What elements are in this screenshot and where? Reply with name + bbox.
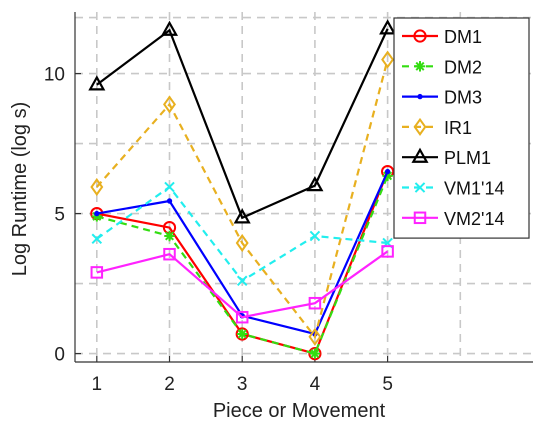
- legend-item-dm2: DM2: [402, 57, 482, 77]
- marker-square: [413, 211, 427, 225]
- marker-triangle: [233, 208, 251, 224]
- legend-item-dm3: DM3: [402, 88, 482, 108]
- marker-asterisk: [310, 349, 320, 359]
- marker-x: [309, 230, 321, 242]
- legend-label-vm2-14: VM2'14: [444, 209, 504, 229]
- legend-label-dm3: DM3: [444, 88, 482, 108]
- series-vm2-14: [90, 245, 394, 324]
- legend-item-ir1: IR1: [402, 117, 472, 138]
- series-line-plm1: [96, 28, 389, 220]
- series-line-ir1: [95, 59, 389, 340]
- x-tick-label: 2: [164, 374, 175, 395]
- legend-item-vm1-14: VM1'14: [402, 179, 504, 199]
- marker-diamond: [381, 50, 395, 69]
- y-axis-label: Log Runtime (log s): [9, 102, 31, 277]
- y-tick-label: 5: [54, 205, 65, 226]
- marker-dot: [166, 198, 173, 204]
- marker-triangle: [411, 147, 429, 163]
- legend-item-plm1: PLM1: [402, 147, 491, 168]
- marker-square: [90, 266, 104, 279]
- series-vm1-14: [91, 181, 393, 287]
- legend-item-dm1: DM1: [402, 27, 482, 47]
- legend-label-dm1: DM1: [444, 27, 482, 47]
- series-dm2: [91, 170, 393, 359]
- series-line-vm2-14: [96, 250, 389, 319]
- marker-x: [164, 181, 175, 193]
- series-ir1: [90, 50, 395, 346]
- marker-dot: [94, 210, 100, 217]
- marker-asterisk: [165, 231, 174, 241]
- x-axis-label: Piece or Movement: [213, 400, 386, 422]
- series-group: [88, 19, 397, 361]
- marker-x: [91, 233, 103, 245]
- legend-label-dm2: DM2: [444, 57, 482, 77]
- marker-triangle: [379, 19, 397, 35]
- marker-asterisk: [415, 61, 425, 71]
- x-tick-label: 3: [237, 374, 248, 395]
- marker-diamond: [413, 117, 427, 136]
- marker-diamond: [308, 327, 322, 346]
- marker-x: [414, 182, 426, 193]
- legend-label-vm1-14: VM1'14: [444, 179, 504, 199]
- marker-x: [236, 275, 248, 287]
- legend-label-plm1: PLM1: [444, 148, 491, 168]
- legend-item-vm2-14: VM2'14: [402, 209, 504, 229]
- y-tick-label: 10: [44, 65, 65, 86]
- legend: DM1 DM2 DM3 IR1 PLM1 VM1'14 VM2'14: [393, 17, 530, 239]
- marker-circle: [413, 29, 427, 43]
- x-tick-label: 1: [92, 374, 103, 395]
- marker-diamond: [235, 233, 249, 253]
- y-tick-label: 0: [54, 345, 65, 366]
- marker-dot: [384, 168, 391, 175]
- marker-dot: [417, 93, 423, 100]
- legend-label-ir1: IR1: [444, 118, 472, 138]
- marker-triangle: [88, 75, 106, 91]
- marker-diamond: [90, 177, 104, 197]
- x-tick-label: 5: [382, 374, 393, 395]
- series-plm1: [88, 19, 397, 224]
- marker-square: [163, 247, 176, 261]
- marker-diamond: [163, 95, 176, 114]
- axes: 1 2 3 4 5 0 5 10: [44, 12, 533, 395]
- marker-square: [381, 245, 394, 258]
- marker-square: [308, 296, 322, 310]
- marker-square: [235, 310, 249, 324]
- marker-triangle: [160, 20, 179, 36]
- marker-triangle: [306, 175, 324, 192]
- marker-circle: [308, 347, 322, 361]
- marker-asterisk: [237, 329, 247, 339]
- x-tick-label: 4: [310, 374, 321, 395]
- marker-circle: [235, 327, 249, 341]
